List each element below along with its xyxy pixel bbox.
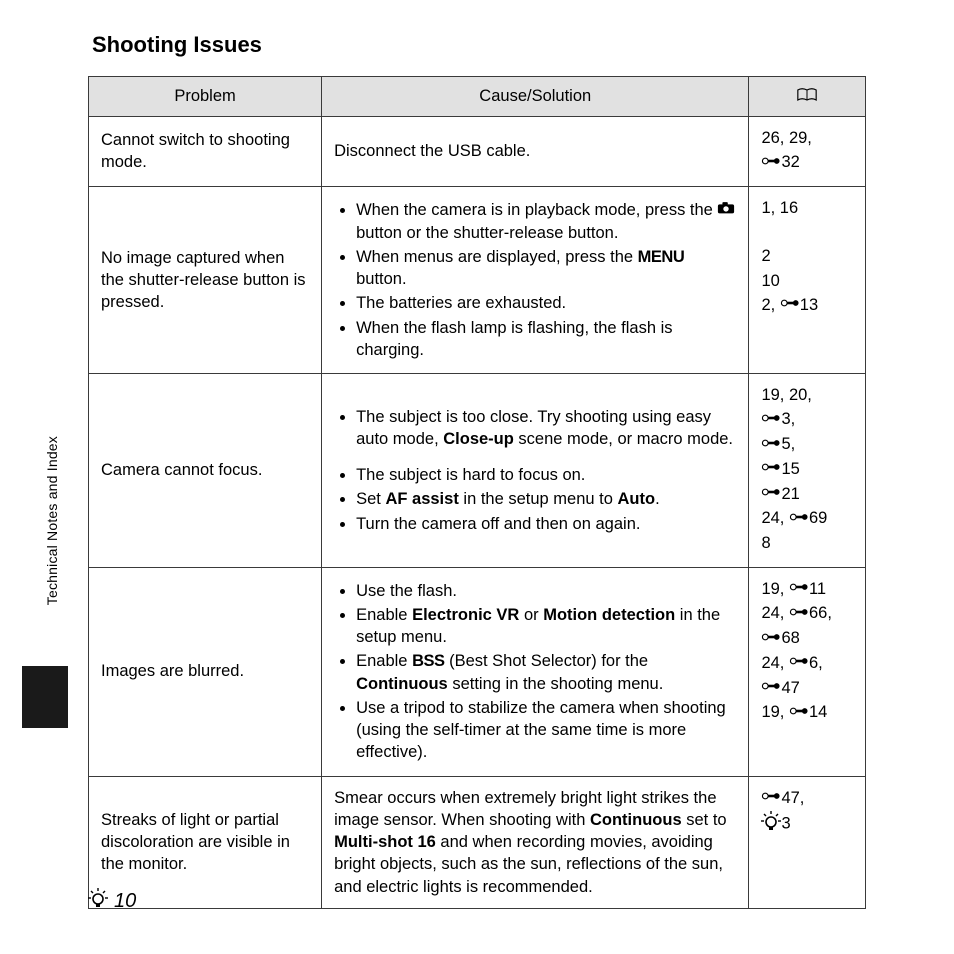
- gear-icon: [789, 603, 809, 625]
- list-item: Enable BSS (Best Shot Selector) for the …: [356, 650, 736, 695]
- table-row: Cannot switch to shooting mode.Disconnec…: [89, 116, 866, 186]
- cell-problem: Images are blurred.: [89, 567, 322, 776]
- cell-problem: Camera cannot focus.: [89, 374, 322, 567]
- table-row: Streaks of light or partial discoloratio…: [89, 776, 866, 908]
- list-item: Use a tripod to stabilize the camera whe…: [356, 697, 736, 764]
- side-thumb-tab: [22, 666, 68, 728]
- list-item: When menus are displayed, press the MENU…: [356, 246, 736, 291]
- list-item: When the flash lamp is flashing, the fla…: [356, 317, 736, 362]
- cell-ref: 26, 29,32: [749, 116, 866, 186]
- gear-icon: [761, 458, 781, 480]
- list-item: Set AF assist in the setup menu to Auto.: [356, 488, 736, 510]
- list-item: The subject is hard to focus on.: [356, 464, 736, 486]
- gear-icon: [789, 702, 809, 724]
- issues-table: Problem Cause/Solution Cannot switch to …: [88, 76, 866, 909]
- gear-icon: [789, 652, 809, 674]
- cell-ref: 1, 16 2102, 13: [749, 186, 866, 373]
- list-item: The batteries are exhausted.: [356, 292, 736, 314]
- table-row: No image captured when the shutter-relea…: [89, 186, 866, 373]
- gear-icon: [761, 787, 781, 809]
- cell-cause: When the camera is in playback mode, pre…: [322, 186, 749, 373]
- cell-ref: 19, 1124, 66,6824, 6,4719, 14: [749, 567, 866, 776]
- cell-cause: Disconnect the USB cable.: [322, 116, 749, 186]
- page-number: 10: [88, 888, 136, 914]
- page-number-text: 10: [114, 890, 136, 913]
- gear-icon: [761, 483, 781, 505]
- list-item: Use the flash.: [356, 580, 736, 602]
- gear-icon: [780, 294, 800, 316]
- col-problem: Problem: [89, 77, 322, 117]
- cell-ref: 47,3: [749, 776, 866, 908]
- table-row: Images are blurred.Use the flash.Enable …: [89, 567, 866, 776]
- list-item: Enable Electronic VR or Motion detection…: [356, 604, 736, 649]
- table-header-row: Problem Cause/Solution: [89, 77, 866, 117]
- cell-problem: No image captured when the shutter-relea…: [89, 186, 322, 373]
- cell-cause: Use the flash.Enable Electronic VR or Mo…: [322, 567, 749, 776]
- bulb-icon: [88, 888, 108, 914]
- table-row: Camera cannot focus. The subject is too c…: [89, 374, 866, 567]
- gear-icon: [761, 677, 781, 699]
- list-item: When the camera is in playback mode, pre…: [356, 199, 736, 244]
- section-title: Shooting Issues: [92, 32, 866, 58]
- list-item: Turn the camera off and then on again.: [356, 513, 736, 535]
- cell-problem: Cannot switch to shooting mode.: [89, 116, 322, 186]
- page-root: Technical Notes and Index Shooting Issue…: [0, 0, 954, 954]
- gear-icon: [761, 628, 781, 650]
- gear-icon: [789, 508, 809, 530]
- cell-ref: 19, 20,3,5,152124, 698: [749, 374, 866, 567]
- camera-icon: [717, 199, 735, 221]
- bulb-icon: [761, 811, 781, 837]
- cell-cause: The subject is too close. Try shooting u…: [322, 374, 749, 567]
- col-cause: Cause/Solution: [322, 77, 749, 117]
- side-section-label: Technical Notes and Index: [44, 436, 60, 605]
- gear-icon: [761, 409, 781, 431]
- gear-icon: [761, 152, 781, 174]
- list-item: The subject is too close. Try shooting u…: [356, 406, 736, 451]
- book-icon: [797, 86, 817, 108]
- col-ref: [749, 77, 866, 117]
- gear-icon: [761, 434, 781, 456]
- cell-cause: Smear occurs when extremely bright light…: [322, 776, 749, 908]
- gear-icon: [789, 578, 809, 600]
